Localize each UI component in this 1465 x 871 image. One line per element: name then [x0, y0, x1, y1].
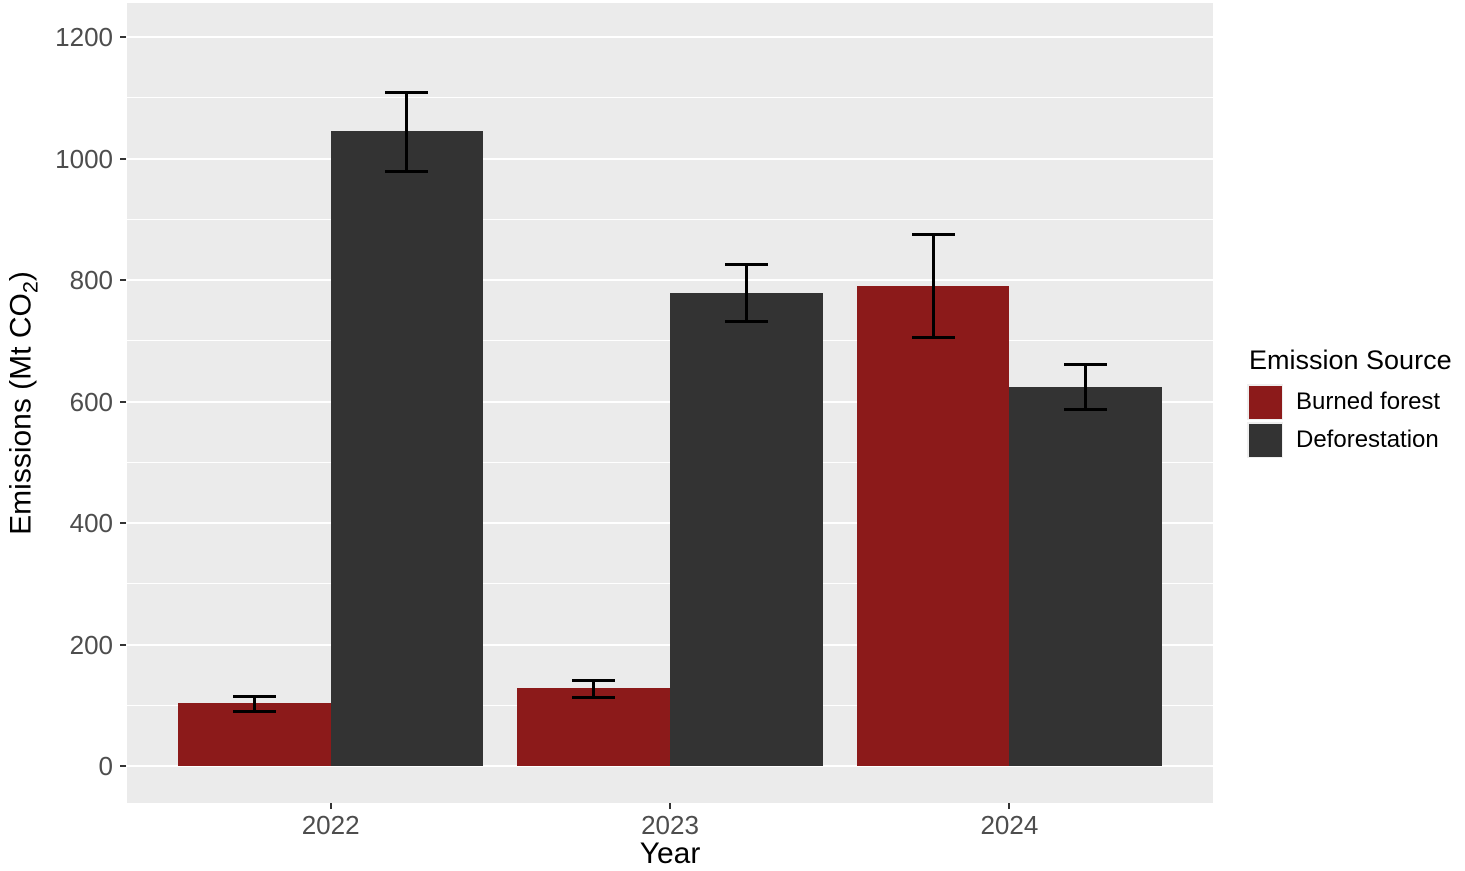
- legend-title: Emission Source: [1249, 345, 1452, 375]
- gridline-major: [127, 157, 1213, 160]
- legend-label-burned-forest: Burned forest: [1296, 388, 1441, 415]
- errorbar-burned-forest-2023-stem: [592, 679, 596, 697]
- legend-items: Burned forest Deforestation: [1247, 384, 1452, 458]
- y-tick-mark-1000: [120, 157, 126, 160]
- plot-panel: [127, 3, 1213, 803]
- errorbar-burned-forest-2024-cap-bottom: [911, 336, 955, 340]
- y-tick-label-0: 0: [98, 751, 113, 781]
- y-tick-label-600: 600: [69, 386, 113, 417]
- gridline-major: [127, 765, 1213, 767]
- legend-key-burned-forest: [1247, 384, 1283, 420]
- bar-deforestation-2023: [670, 292, 823, 766]
- errorbar-deforestation-2023-stem: [744, 264, 748, 322]
- errorbar-burned-forest-2022-cap-bottom: [232, 709, 276, 713]
- bar-deforestation-2022: [330, 131, 484, 766]
- y-tick-label-1200: 1200: [55, 22, 113, 52]
- y-tick-mark-600: [120, 400, 126, 403]
- legend-label-deforestation: Deforestation: [1296, 426, 1439, 453]
- errorbar-deforestation-2022-cap-bottom: [385, 169, 429, 173]
- gridline-minor: [127, 218, 1213, 220]
- gridline-minor: [127, 97, 1213, 99]
- errorbar-burned-forest-2023-cap-top: [572, 678, 616, 682]
- legend-item-deforestation: Deforestation: [1247, 422, 1452, 458]
- errorbar-burned-forest-2022-stem: [252, 696, 256, 711]
- x-tick-label-2023: 2023: [641, 810, 699, 840]
- x-tick-mark-2023: [669, 803, 671, 809]
- x-tick-mark-2024: [1008, 803, 1011, 809]
- errorbar-burned-forest-2024-cap-top: [911, 232, 955, 236]
- y-tick-mark-0: [120, 765, 126, 767]
- errorbar-burned-forest-2022-cap-top: [232, 695, 276, 699]
- errorbar-deforestation-2022-cap-top: [385, 90, 429, 94]
- gridline-major: [127, 36, 1213, 38]
- errorbar-burned-forest-2023-cap-bottom: [572, 695, 616, 699]
- legend-swatch-deforestation: [1248, 423, 1282, 457]
- errorbar-deforestation-2024-stem: [1084, 363, 1088, 409]
- x-axis-title: Year: [639, 837, 701, 870]
- legend-key-deforestation: [1247, 422, 1283, 458]
- y-tick-mark-1200: [120, 36, 126, 38]
- legend-item-burned-forest: Burned forest: [1247, 384, 1452, 420]
- bar-burned-forest-2022: [177, 703, 331, 766]
- errorbar-deforestation-2022-stem: [405, 91, 409, 171]
- y-tick-label-1000: 1000: [55, 143, 113, 174]
- errorbar-deforestation-2023-cap-top: [724, 263, 768, 267]
- errorbar-deforestation-2024-cap-bottom: [1064, 407, 1108, 411]
- errorbar-deforestation-2023-cap-bottom: [724, 320, 768, 324]
- bar-burned-forest-2023: [517, 688, 670, 766]
- x-tick-label-2024: 2024: [980, 810, 1039, 840]
- y-tick-mark-200: [120, 643, 126, 646]
- legend-swatch-burned-forest: [1248, 385, 1282, 419]
- legend: Emission Source Burned forest Deforestati…: [1247, 344, 1452, 460]
- bar-burned-forest-2024: [856, 286, 1010, 766]
- gridline-major: [127, 279, 1213, 281]
- bar-deforestation-2024: [1009, 386, 1163, 766]
- x-tick-mark-2022: [329, 803, 332, 809]
- errorbar-burned-forest-2024-stem: [931, 233, 935, 338]
- y-tick-label-200: 200: [69, 629, 113, 660]
- x-tick-label-2022: 2022: [301, 810, 360, 840]
- y-tick-label-400: 400: [69, 508, 113, 538]
- y-tick-mark-400: [120, 522, 126, 524]
- errorbar-deforestation-2024-cap-top: [1064, 362, 1108, 366]
- y-tick-label-800: 800: [69, 265, 113, 295]
- y-tick-mark-800: [120, 279, 126, 281]
